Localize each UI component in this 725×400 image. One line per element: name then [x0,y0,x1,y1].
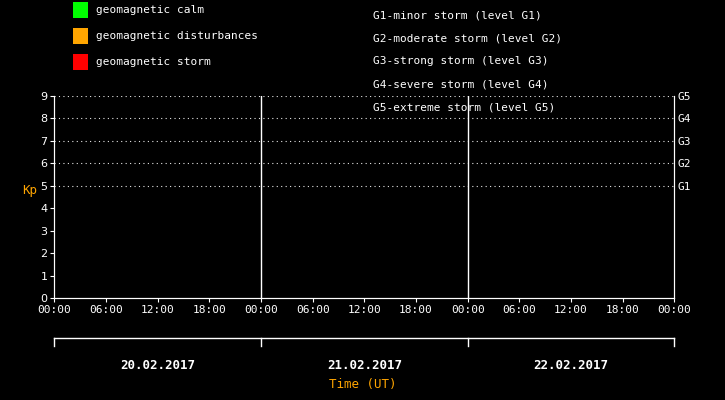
Text: G2-moderate storm (level G2): G2-moderate storm (level G2) [373,33,563,43]
Text: 20.02.2017: 20.02.2017 [120,358,195,372]
Text: Time (UT): Time (UT) [328,378,397,391]
Text: geomagnetic storm: geomagnetic storm [96,57,210,67]
Text: 22.02.2017: 22.02.2017 [534,358,608,372]
Text: G4-severe storm (level G4): G4-severe storm (level G4) [373,80,549,90]
Text: geomagnetic calm: geomagnetic calm [96,5,204,15]
Text: G3-strong storm (level G3): G3-strong storm (level G3) [373,56,549,66]
Text: G5-extreme storm (level G5): G5-extreme storm (level G5) [373,103,555,113]
Text: geomagnetic disturbances: geomagnetic disturbances [96,31,257,41]
Text: 21.02.2017: 21.02.2017 [327,358,402,372]
Text: G1-minor storm (level G1): G1-minor storm (level G1) [373,10,542,20]
Y-axis label: Kp: Kp [22,184,37,197]
